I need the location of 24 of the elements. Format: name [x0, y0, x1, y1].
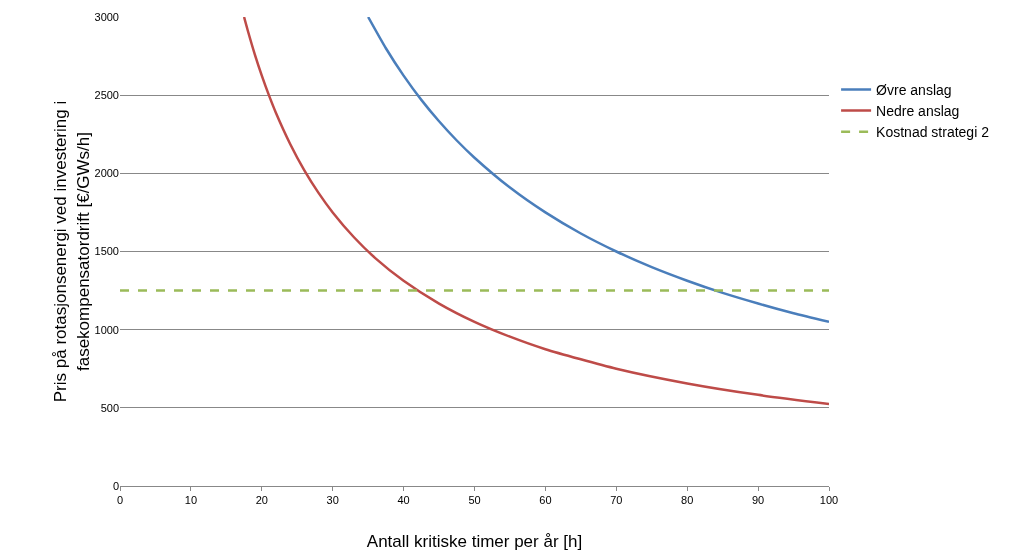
y-tick-label: 0: [112, 479, 119, 492]
x-tick-label: 80: [681, 494, 694, 507]
line-series: [366, 17, 829, 324]
x-tick-label: 70: [610, 494, 623, 507]
x-tick-label: 40: [397, 494, 410, 507]
x-axis-title: Antall kritiske timer per år [h]: [366, 532, 583, 551]
x-tick-label: 20: [255, 494, 268, 507]
y-tick-label: 2500: [94, 89, 119, 102]
y-tick-label: 1000: [94, 323, 119, 336]
x-tick-label: 60: [539, 494, 552, 507]
y-tick-label: 500: [100, 401, 119, 414]
y-tick-label: 2000: [94, 167, 119, 180]
x-tick-label: 10: [184, 494, 198, 507]
x-tick-label: 90: [751, 494, 765, 507]
y-axis-title: Pris på rotasjonsenergi ved investering i fasekompensatordrift [€/GWs/h]: [51, 100, 93, 403]
legend-label: Kostnad strategi 2: [876, 124, 990, 141]
y-tick-label: 3000: [94, 10, 119, 23]
line-series: [242, 17, 829, 406]
x-tick-label: 100: [819, 494, 839, 507]
x-tick-label: 50: [468, 494, 481, 507]
x-tick-label: 30: [326, 494, 339, 507]
y-tick-label: 1500: [94, 245, 119, 258]
legend-label: Nedre anslag: [876, 103, 960, 120]
legend-label: Øvre anslag: [876, 81, 952, 98]
